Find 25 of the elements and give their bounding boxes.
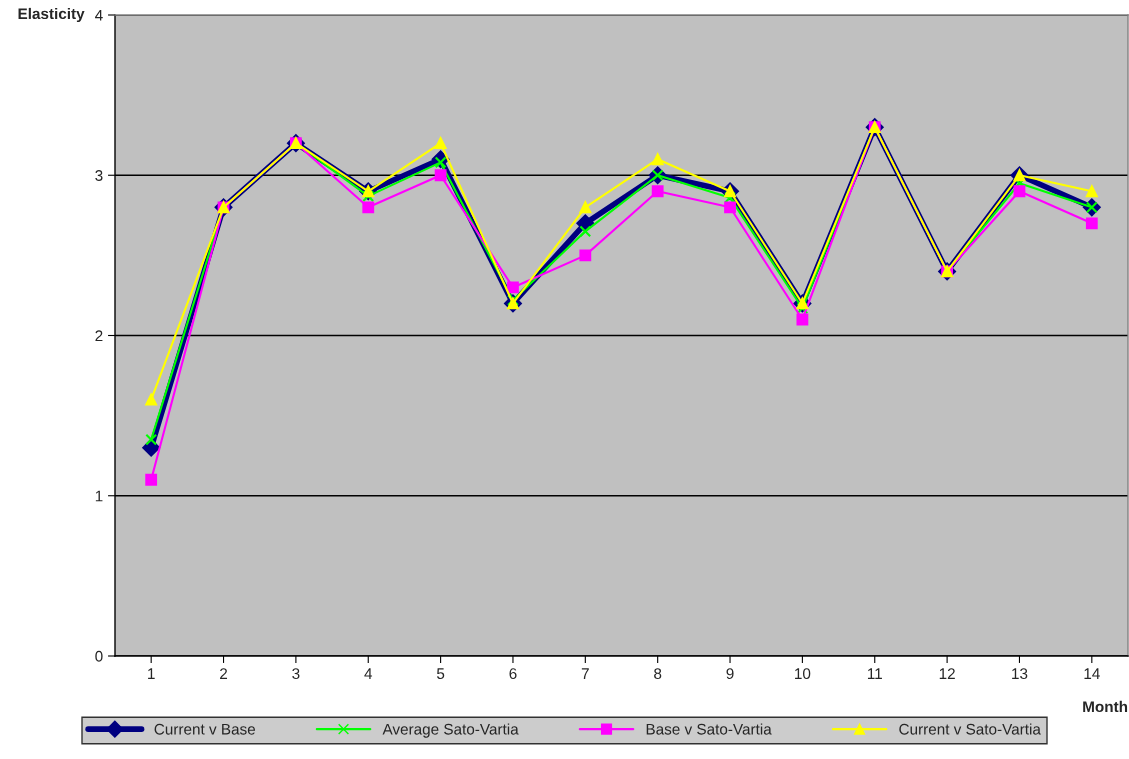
legend-label: Current v Base xyxy=(154,723,256,735)
x-tick-label: 8 xyxy=(654,668,662,680)
x-tick-label: 3 xyxy=(292,668,300,680)
x-tick-label: 5 xyxy=(436,668,445,680)
x-tick-label: 9 xyxy=(726,668,734,680)
legend-label: Base v Sato-Vartia xyxy=(646,723,772,735)
x-tick-label: 11 xyxy=(867,668,882,679)
legend-label: Average Sato-Vartia xyxy=(382,723,519,738)
y-tick-label: 4 xyxy=(95,10,103,21)
x-tick-label: 2 xyxy=(220,668,228,679)
x-tick-label: 4 xyxy=(364,668,373,679)
y-tick-label: 1 xyxy=(95,490,103,502)
y-tick-label: 2 xyxy=(95,330,103,342)
x-tick-label: 10 xyxy=(795,668,811,680)
y-tick-label: 3 xyxy=(95,170,103,181)
x-tick-label: 6 xyxy=(509,668,517,680)
legend-label: Current v Sato-Vartia xyxy=(899,723,1041,735)
x-tick-label: 12 xyxy=(939,668,955,679)
y-axis-title: Elasticity xyxy=(18,7,85,23)
x-tick-label: 14 xyxy=(1084,668,1100,679)
x-tick-label: 13 xyxy=(1012,668,1028,680)
y-tick-label: 0 xyxy=(95,650,103,662)
x-axis-title: Month xyxy=(1083,700,1128,713)
x-tick-label: 7 xyxy=(581,668,589,679)
x-tick-label: 1 xyxy=(148,668,155,679)
